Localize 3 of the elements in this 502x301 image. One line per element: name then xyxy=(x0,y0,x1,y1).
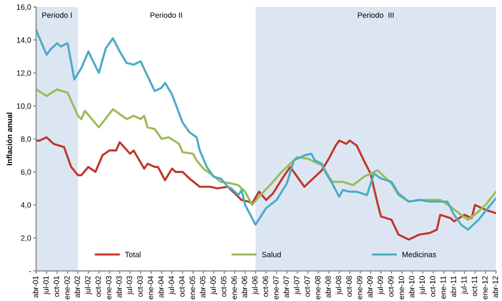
line-series xyxy=(36,136,496,241)
line-series xyxy=(36,88,496,221)
line-series xyxy=(36,28,496,231)
